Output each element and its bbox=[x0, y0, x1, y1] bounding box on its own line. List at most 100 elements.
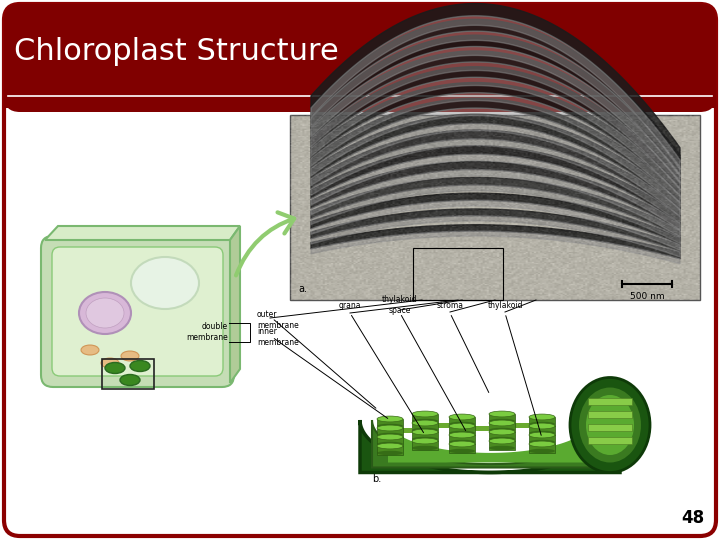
Ellipse shape bbox=[412, 420, 438, 426]
Bar bbox=[102, 359, 154, 389]
Ellipse shape bbox=[412, 428, 438, 433]
Polygon shape bbox=[230, 226, 240, 383]
Ellipse shape bbox=[529, 414, 555, 420]
Bar bbox=[475, 426, 489, 431]
Text: 500 nm: 500 nm bbox=[630, 292, 665, 301]
Bar bbox=[449, 435, 475, 444]
Ellipse shape bbox=[130, 361, 150, 372]
Text: thylakoid: thylakoid bbox=[487, 300, 523, 309]
Bar bbox=[413, 248, 503, 300]
Ellipse shape bbox=[529, 440, 555, 444]
Ellipse shape bbox=[377, 451, 403, 455]
Bar bbox=[529, 435, 555, 444]
Text: stroma: stroma bbox=[436, 300, 464, 309]
FancyBboxPatch shape bbox=[41, 236, 234, 387]
Bar bbox=[377, 419, 403, 428]
Polygon shape bbox=[388, 420, 592, 462]
Bar bbox=[588, 398, 632, 405]
Ellipse shape bbox=[489, 429, 515, 435]
FancyArrowPatch shape bbox=[236, 212, 294, 275]
Text: a.: a. bbox=[298, 284, 307, 294]
Bar bbox=[588, 411, 632, 418]
Ellipse shape bbox=[412, 411, 438, 417]
Ellipse shape bbox=[377, 433, 403, 437]
Bar bbox=[377, 446, 403, 455]
FancyBboxPatch shape bbox=[52, 247, 223, 376]
FancyBboxPatch shape bbox=[4, 4, 716, 536]
Text: 48: 48 bbox=[681, 509, 704, 527]
Ellipse shape bbox=[377, 434, 403, 440]
Bar bbox=[403, 428, 412, 433]
Bar bbox=[412, 423, 438, 432]
Bar bbox=[412, 441, 438, 450]
Bar bbox=[449, 426, 475, 435]
Bar bbox=[449, 417, 475, 426]
Ellipse shape bbox=[412, 418, 438, 423]
Ellipse shape bbox=[489, 438, 515, 444]
Bar bbox=[588, 437, 632, 444]
Text: b.: b. bbox=[372, 475, 382, 484]
Bar bbox=[529, 444, 555, 453]
Ellipse shape bbox=[529, 423, 555, 429]
Bar bbox=[290, 115, 700, 300]
Ellipse shape bbox=[579, 388, 641, 462]
Ellipse shape bbox=[121, 351, 139, 361]
Ellipse shape bbox=[412, 438, 438, 444]
Ellipse shape bbox=[489, 420, 515, 426]
Bar bbox=[449, 444, 475, 453]
Text: Chloroplast Structure: Chloroplast Structure bbox=[14, 37, 338, 66]
Bar bbox=[438, 423, 449, 428]
FancyBboxPatch shape bbox=[4, 4, 716, 112]
Ellipse shape bbox=[120, 375, 140, 386]
Ellipse shape bbox=[449, 422, 475, 426]
Bar bbox=[489, 432, 515, 441]
Ellipse shape bbox=[377, 416, 403, 422]
Bar bbox=[588, 424, 632, 431]
Ellipse shape bbox=[529, 441, 555, 447]
Bar bbox=[4, 82, 716, 108]
Polygon shape bbox=[372, 420, 608, 468]
Ellipse shape bbox=[449, 431, 475, 435]
Text: inner
membrane: inner membrane bbox=[257, 327, 299, 347]
Bar bbox=[489, 423, 515, 432]
Ellipse shape bbox=[449, 414, 475, 420]
Text: thylakoid
space: thylakoid space bbox=[382, 295, 418, 315]
Bar bbox=[377, 437, 403, 446]
Ellipse shape bbox=[131, 257, 199, 309]
Text: grana: grana bbox=[338, 300, 361, 309]
Polygon shape bbox=[360, 420, 620, 472]
Ellipse shape bbox=[86, 298, 124, 328]
Ellipse shape bbox=[101, 358, 119, 368]
Ellipse shape bbox=[377, 424, 403, 428]
Ellipse shape bbox=[489, 418, 515, 423]
Ellipse shape bbox=[529, 422, 555, 426]
Ellipse shape bbox=[449, 449, 475, 453]
Ellipse shape bbox=[81, 345, 99, 355]
Ellipse shape bbox=[449, 432, 475, 438]
Bar bbox=[489, 414, 515, 423]
Ellipse shape bbox=[529, 431, 555, 435]
Ellipse shape bbox=[79, 292, 131, 334]
Bar bbox=[515, 423, 529, 428]
Text: outer
membrane: outer membrane bbox=[257, 310, 299, 330]
Ellipse shape bbox=[489, 446, 515, 450]
Ellipse shape bbox=[586, 395, 634, 455]
Bar bbox=[489, 441, 515, 450]
Ellipse shape bbox=[412, 446, 438, 450]
Ellipse shape bbox=[489, 411, 515, 417]
Bar bbox=[412, 432, 438, 441]
Ellipse shape bbox=[412, 437, 438, 441]
Bar bbox=[412, 414, 438, 423]
Polygon shape bbox=[45, 226, 240, 240]
Ellipse shape bbox=[412, 429, 438, 435]
Ellipse shape bbox=[529, 432, 555, 438]
Ellipse shape bbox=[489, 437, 515, 441]
Bar bbox=[377, 428, 403, 437]
Bar bbox=[529, 426, 555, 435]
Ellipse shape bbox=[489, 428, 515, 433]
Ellipse shape bbox=[377, 442, 403, 446]
Ellipse shape bbox=[449, 440, 475, 444]
Bar bbox=[529, 417, 555, 426]
Ellipse shape bbox=[529, 449, 555, 453]
Ellipse shape bbox=[377, 443, 403, 449]
